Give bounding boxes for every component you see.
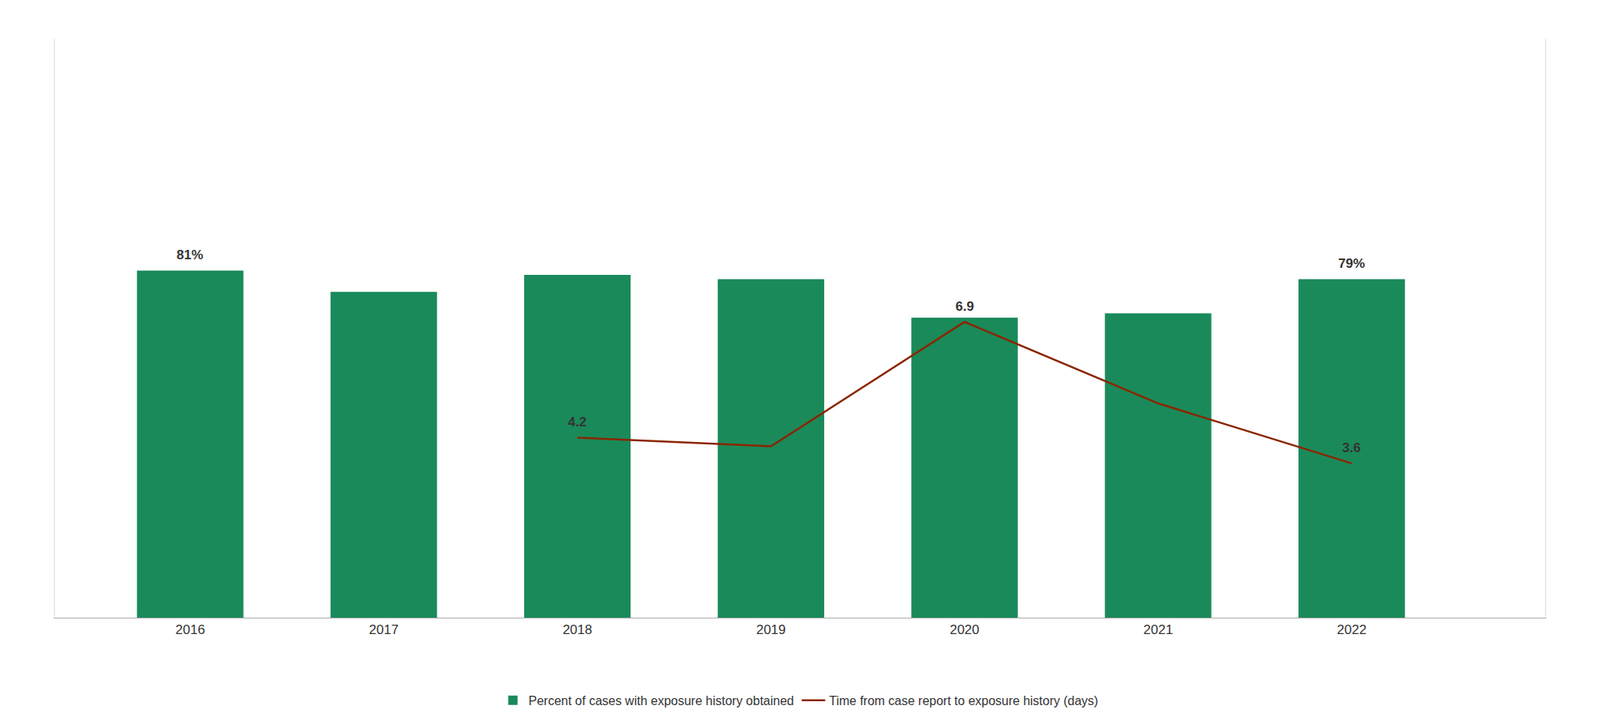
svg-text:2016: 2016 — [175, 622, 206, 638]
svg-text:2018: 2018 — [562, 622, 593, 638]
svg-text:4.2: 4.2 — [567, 414, 587, 430]
svg-text:6.9: 6.9 — [955, 299, 975, 315]
svg-text:2020: 2020 — [950, 622, 980, 638]
svg-text:81%: 81% — [176, 247, 204, 263]
svg-text:2019: 2019 — [756, 622, 786, 638]
svg-text:2017: 2017 — [368, 622, 399, 638]
svg-text:Percent of cases with exposure: Percent of cases with exposure history o… — [528, 694, 795, 708]
svg-text:3.6: 3.6 — [1342, 440, 1361, 456]
svg-text:79%: 79% — [1338, 256, 1365, 272]
svg-text:2021: 2021 — [1143, 622, 1174, 638]
svg-text:Time from case report to expos: Time from case report to exposure histor… — [828, 694, 1098, 708]
svg-text:2022: 2022 — [1336, 622, 1367, 638]
